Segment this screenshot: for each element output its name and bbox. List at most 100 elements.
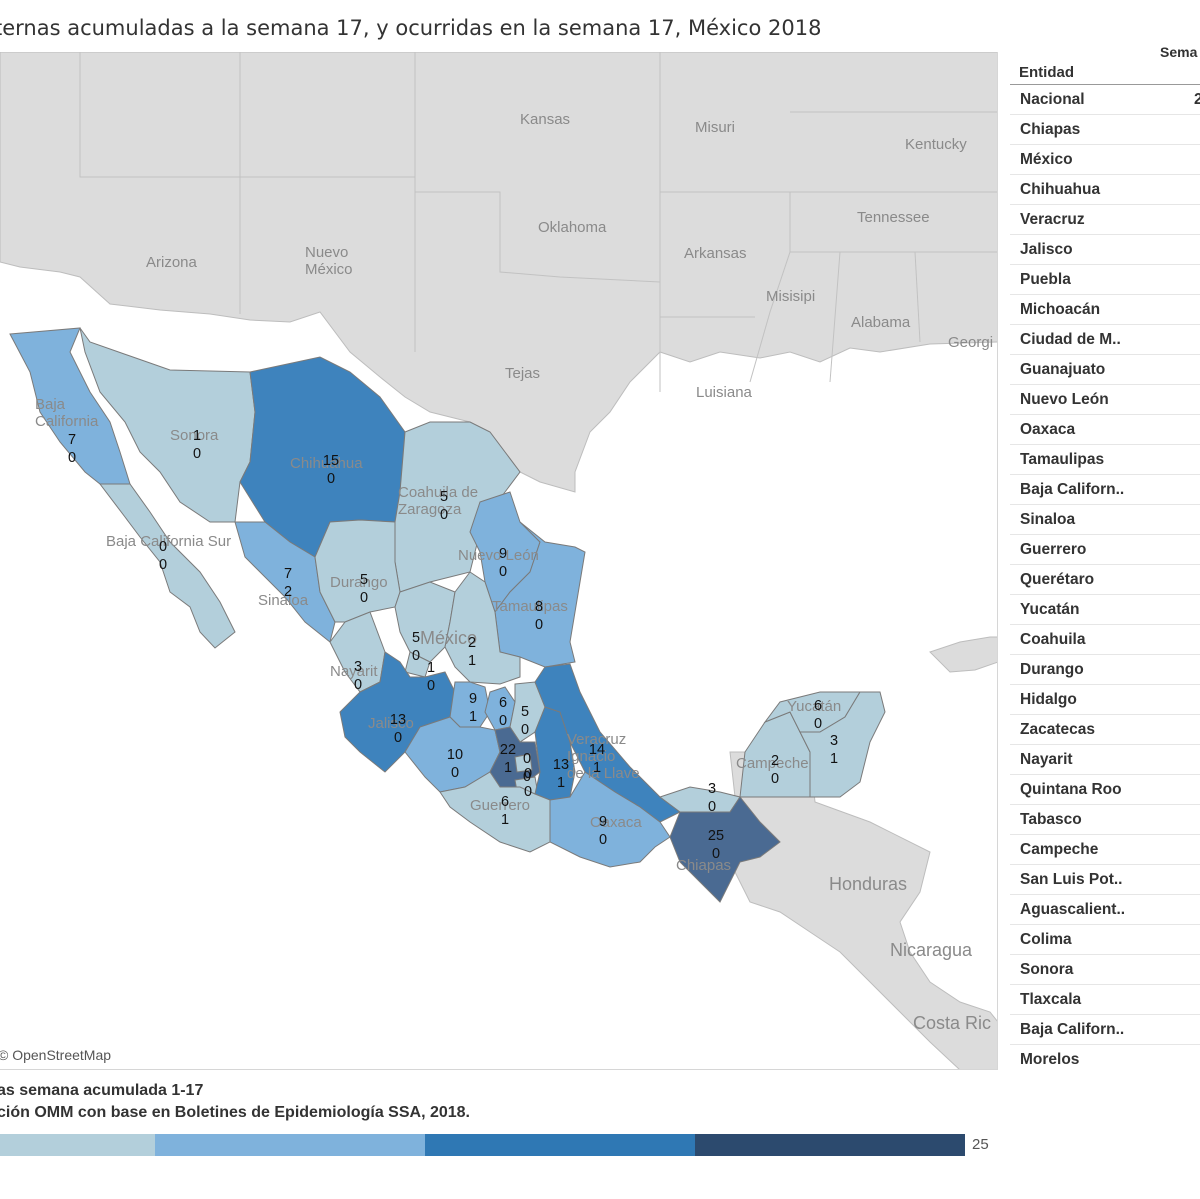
mexico-states[interactable]: [9, 327, 886, 903]
geo-label: Jalisco: [368, 715, 414, 732]
map-credit[interactable]: © OpenStreetMap: [0, 1047, 112, 1063]
table-row[interactable]: Tlaxcala: [1010, 984, 1200, 1014]
map-canvas[interactable]: Kansas Misuri Kentucky Oklahoma Tennessee Ari…: [0, 52, 998, 1070]
state-chiapas[interactable]: [669, 796, 781, 903]
table-row[interactable]: Morelos: [1010, 1044, 1200, 1074]
geo-label: Chiapas: [676, 857, 731, 874]
state-acum-value: 22: [500, 742, 516, 758]
state-quintana-roo[interactable]: [799, 691, 886, 798]
state-week-value: 0: [327, 471, 335, 487]
table-row[interactable]: Veracruz: [1010, 204, 1200, 234]
state-acum-value: 9: [599, 814, 607, 830]
table-row[interactable]: Quintana Roo: [1010, 774, 1200, 804]
table-row[interactable]: Jalisco: [1010, 234, 1200, 264]
table-row[interactable]: Nacional 2: [1010, 84, 1200, 114]
geo-label: Oaxaca: [590, 814, 642, 831]
geo-label: Veracruz: [567, 731, 626, 748]
row-label: Coahuila: [1020, 631, 1086, 648]
geo-label: Alabama: [851, 314, 911, 331]
state-week-value: 2: [284, 584, 292, 600]
table-row[interactable]: Guanajuato: [1010, 354, 1200, 384]
state-week-value: 0: [68, 450, 76, 466]
table-row[interactable]: Baja Californ..: [1010, 1014, 1200, 1044]
table-row[interactable]: Zacatecas: [1010, 714, 1200, 744]
legend-bin[interactable]: [695, 1134, 965, 1156]
state-week-value: 0: [499, 713, 507, 729]
table-row[interactable]: Chiapas: [1010, 114, 1200, 144]
state-acum-value: 3: [354, 659, 362, 675]
state-week-value: 0: [523, 769, 531, 785]
legend-bin[interactable]: [155, 1134, 425, 1156]
table-row[interactable]: Michoacán: [1010, 294, 1200, 324]
state-week-value: 0: [354, 677, 362, 693]
table-row[interactable]: Nuevo León: [1010, 384, 1200, 414]
row-label: Morelos: [1020, 1051, 1080, 1068]
table-row[interactable]: Coahuila: [1010, 624, 1200, 654]
state-tamaulipas[interactable]: [494, 521, 586, 668]
state-week-value: 1: [469, 709, 477, 725]
table-row[interactable]: Hidalgo: [1010, 684, 1200, 714]
state-week-value: 0: [708, 799, 716, 815]
row-label: Sinaloa: [1020, 511, 1076, 528]
state-acum-value: 5: [412, 630, 420, 646]
state-acum-value: 14: [589, 742, 605, 758]
geo-label: Tennessee: [857, 209, 930, 226]
table-row[interactable]: Sinaloa: [1010, 504, 1200, 534]
geo-label: Coahuila de: [398, 484, 478, 501]
row-label: Tlaxcala: [1020, 991, 1082, 1008]
state-sinaloa[interactable]: [234, 521, 336, 643]
table-row[interactable]: México: [1010, 144, 1200, 174]
table-row[interactable]: Baja Californ..: [1010, 474, 1200, 504]
table-row[interactable]: Colima: [1010, 924, 1200, 954]
geo-label: Luisiana: [696, 384, 753, 401]
state-durango[interactable]: [314, 519, 401, 623]
table-row[interactable]: Durango: [1010, 654, 1200, 684]
table-row[interactable]: Oaxaca: [1010, 414, 1200, 444]
table-row[interactable]: Ciudad de M..: [1010, 324, 1200, 354]
state-week-value: 0: [451, 765, 459, 781]
geo-label: Nuevo León: [458, 547, 539, 564]
row-label: Hidalgo: [1020, 691, 1077, 708]
state-jalisco[interactable]: [339, 651, 456, 773]
state-acum-value: 7: [68, 432, 76, 448]
row-label: San Luis Pot..: [1020, 871, 1123, 888]
state-week-value: 1: [593, 760, 601, 776]
table-row[interactable]: Querétaro: [1010, 564, 1200, 594]
entidad-header[interactable]: Entidad: [1019, 64, 1074, 81]
legend-bin[interactable]: [425, 1134, 695, 1156]
table-row[interactable]: Chihuahua: [1010, 174, 1200, 204]
table-row[interactable]: Tabasco: [1010, 804, 1200, 834]
row-label: Quintana Roo: [1020, 781, 1122, 798]
geo-label: Durango: [330, 574, 388, 591]
state-sonora[interactable]: [79, 327, 256, 523]
state-week-value: 0: [535, 617, 543, 633]
table-row[interactable]: Campeche: [1010, 834, 1200, 864]
state-acum-value: 1: [427, 660, 435, 676]
state-baja-california-sur[interactable]: [98, 483, 236, 649]
row-label: Zacatecas: [1020, 721, 1095, 738]
state-week-value: 0: [159, 557, 167, 573]
choropleth-map[interactable]: Kansas Misuri Kentucky Oklahoma Tennessee Ari…: [0, 52, 998, 1070]
table-row[interactable]: Tamaulipas: [1010, 444, 1200, 474]
geo-label: Ignacio: [567, 748, 615, 765]
table-row[interactable]: Yucatán: [1010, 594, 1200, 624]
row-label: Sonora: [1020, 961, 1074, 978]
state-san-luis-potosi[interactable]: [444, 571, 521, 685]
column-header[interactable]: Sema 1: [1160, 44, 1200, 60]
row-label: Nacional: [1020, 91, 1085, 108]
row-label: Tamaulipas: [1020, 451, 1105, 468]
table-row[interactable]: Guerrero: [1010, 534, 1200, 564]
state-acum-value: 1: [193, 428, 201, 444]
state-ciudad-de-mexico[interactable]: [514, 753, 533, 773]
color-legend[interactable]: [0, 1134, 966, 1156]
row-label: Michoacán: [1020, 301, 1101, 318]
legend-bin[interactable]: [0, 1134, 155, 1156]
table-row[interactable]: Nayarit: [1010, 744, 1200, 774]
table-row[interactable]: Aguascalient..: [1010, 894, 1200, 924]
table-row[interactable]: Puebla: [1010, 264, 1200, 294]
row-label: Tabasco: [1020, 811, 1082, 828]
table-row[interactable]: San Luis Pot..: [1010, 864, 1200, 894]
table-row[interactable]: Sonora: [1010, 954, 1200, 984]
geo-label: Chihuahua: [290, 455, 363, 472]
